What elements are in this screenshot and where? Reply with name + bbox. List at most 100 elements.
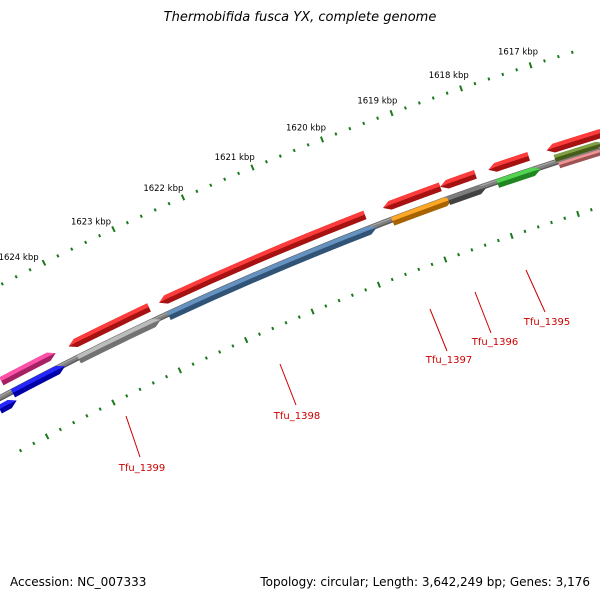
outer-tick xyxy=(417,101,421,105)
outer-tick xyxy=(362,121,366,126)
outer-tick xyxy=(153,208,157,212)
inner-tick-ring xyxy=(18,207,593,453)
outer-tick xyxy=(250,164,255,171)
outer-tick xyxy=(431,96,435,100)
inner-tick xyxy=(72,420,76,425)
outer-tick xyxy=(56,254,60,258)
inner-tick xyxy=(550,220,553,225)
outer-tick-ring xyxy=(0,50,574,286)
outer-tick xyxy=(403,106,407,110)
outer-tick xyxy=(528,62,533,69)
cds-feature xyxy=(68,303,151,348)
outer-tick xyxy=(167,201,171,206)
outer-tick xyxy=(139,214,143,219)
inner-tick xyxy=(85,414,89,418)
cds-feature xyxy=(383,182,442,210)
kbp-label: 1622 kbp xyxy=(143,184,183,194)
gene-feature xyxy=(0,352,56,386)
gene-feature xyxy=(10,365,65,398)
gene-label-leader xyxy=(525,269,546,313)
kbp-label: 1617 kbp xyxy=(498,48,538,58)
outer-tick xyxy=(543,59,546,63)
inner-tick xyxy=(509,232,514,240)
inner-tick xyxy=(470,248,474,252)
inner-tick xyxy=(138,387,142,392)
outer-tick xyxy=(445,91,449,95)
inner-tick xyxy=(98,407,102,411)
outer-tick xyxy=(389,109,394,117)
inner-tick xyxy=(58,427,62,432)
outer-tick xyxy=(459,85,463,92)
outer-tick xyxy=(41,259,47,266)
gene-label-leader xyxy=(125,415,141,458)
inner-tick xyxy=(430,262,434,267)
inner-tick xyxy=(443,256,448,263)
outer-tick xyxy=(278,154,282,158)
inner-tick xyxy=(191,362,195,366)
gene-feature xyxy=(0,400,17,414)
gene-label-leader xyxy=(429,308,448,352)
inner-tick xyxy=(536,225,540,229)
inner-tick xyxy=(496,238,500,243)
outer-tick xyxy=(306,143,310,147)
outer-tick xyxy=(376,116,380,120)
outer-tick xyxy=(209,183,213,188)
kbp-label: 1618 kbp xyxy=(429,71,469,81)
gene-label: Tfu_1399 xyxy=(118,463,165,474)
map-title: Thermobifida fusca YX, complete genome xyxy=(163,10,437,25)
gene-feature xyxy=(447,185,487,206)
gene-label: Tfu_1396 xyxy=(471,337,518,348)
cds-feature xyxy=(488,152,531,172)
inner-tick xyxy=(204,356,208,360)
inner-tick xyxy=(324,304,328,308)
inner-tick xyxy=(457,252,461,257)
outer-tick xyxy=(501,72,505,77)
inner-tick xyxy=(404,272,407,277)
gene-feature xyxy=(166,226,377,320)
inner-tick xyxy=(337,298,341,303)
outer-tick xyxy=(223,177,227,182)
inner-tick xyxy=(177,367,182,374)
inner-tick xyxy=(231,344,235,348)
outer-tick xyxy=(84,240,88,245)
kbp-label: 1620 kbp xyxy=(286,124,326,134)
outer-tick xyxy=(487,77,491,81)
outer-tick xyxy=(28,267,32,272)
inner-tick xyxy=(164,374,169,379)
inner-tick xyxy=(32,441,36,446)
outer-tick xyxy=(292,148,296,153)
cds-feature xyxy=(546,129,600,153)
gene-label-leader xyxy=(474,291,492,334)
inner-tick xyxy=(151,381,155,385)
accession-text: Accession: NC_007333 xyxy=(10,575,147,589)
outer-tick xyxy=(570,50,574,55)
inner-tick xyxy=(563,216,567,220)
kbp-label: 1619 kbp xyxy=(357,96,397,106)
outer-tick xyxy=(334,132,338,136)
outer-tick xyxy=(319,136,325,143)
inner-tick xyxy=(390,277,394,282)
outer-tick xyxy=(125,220,129,225)
inner-tick xyxy=(257,332,261,336)
outer-tick xyxy=(14,274,18,279)
outer-tick xyxy=(195,189,199,194)
inner-tick xyxy=(111,399,116,406)
outer-tick xyxy=(473,81,477,86)
inner-tick xyxy=(44,433,50,440)
kbp-label: 1623 kbp xyxy=(71,217,111,227)
gene-label: Tfu_1395 xyxy=(523,317,570,328)
outer-tick xyxy=(0,282,4,286)
outer-tick xyxy=(264,160,268,164)
cds-feature xyxy=(440,170,477,189)
inner-tick xyxy=(310,308,315,315)
inner-tick xyxy=(271,326,275,331)
inner-tick xyxy=(18,448,23,453)
kbp-label: 1621 kbp xyxy=(215,153,255,163)
inner-tick xyxy=(576,210,580,218)
gene-label: Tfu_1398 xyxy=(273,411,320,422)
inner-tick xyxy=(376,281,381,288)
gene-labels: Tfu_1395 Tfu_1396 Tfu_1397 Tfu_1398 Tfu_1399 xyxy=(118,269,570,474)
outer-tick xyxy=(98,233,102,238)
outer-tick xyxy=(237,171,241,176)
